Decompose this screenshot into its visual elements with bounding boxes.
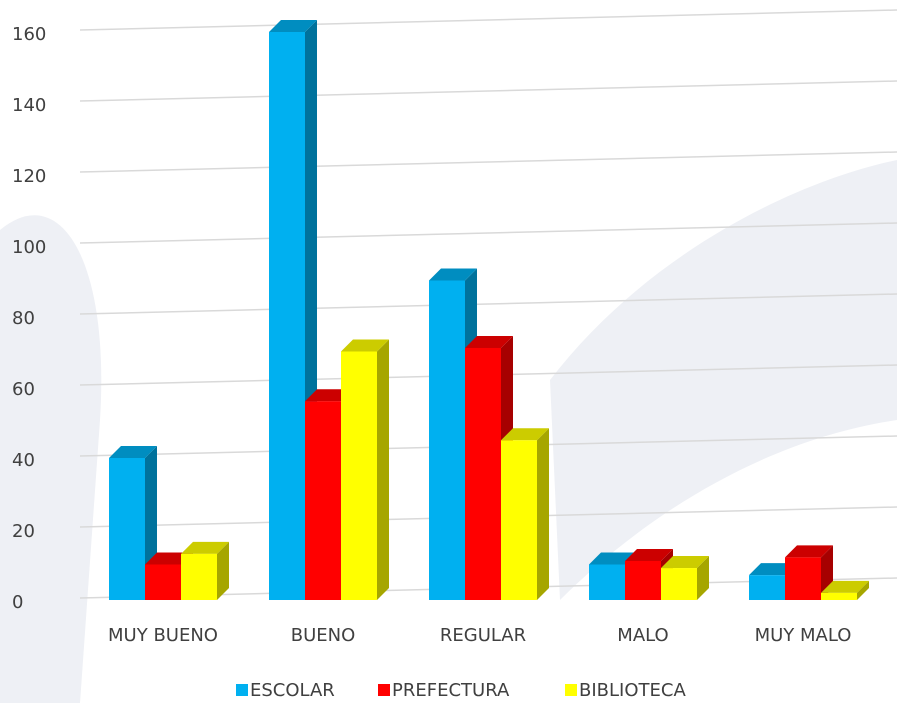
bar <box>749 575 785 600</box>
bar <box>109 458 145 600</box>
bar <box>269 32 305 600</box>
y-tick-label: 140 <box>12 95 46 116</box>
bar-top <box>181 541 229 554</box>
grid-line <box>79 293 897 315</box>
bar-top <box>625 548 673 561</box>
y-tick-label: 40 <box>12 450 35 471</box>
x-tick-label: BUENO <box>291 625 356 646</box>
bar <box>305 401 341 600</box>
bar-top <box>109 446 157 458</box>
bar-side <box>217 541 229 600</box>
bar-top <box>341 339 389 352</box>
bar <box>145 564 181 600</box>
bar <box>429 280 465 600</box>
bar <box>589 564 625 600</box>
bar <box>821 592 857 600</box>
bar-top <box>269 20 317 32</box>
legend-label: ESCOLAR <box>250 680 335 701</box>
y-tick-label: 100 <box>12 237 46 258</box>
bar <box>625 560 661 600</box>
y-tick-label: 0 <box>12 592 23 613</box>
y-tick-label: 160 <box>12 24 46 45</box>
x-tick-label: MALO <box>617 625 668 646</box>
bar <box>181 553 217 600</box>
grid-line <box>79 9 897 31</box>
grid-line <box>79 151 897 173</box>
bar-side <box>857 580 869 600</box>
bar <box>465 347 501 600</box>
y-tick-label: 20 <box>12 521 35 542</box>
bar-side <box>377 339 389 600</box>
bar-top <box>821 580 869 593</box>
bar-top <box>785 545 833 558</box>
x-tick-label: MUY BUENO <box>108 625 218 646</box>
legend-swatch <box>565 684 577 696</box>
watermark <box>550 160 897 600</box>
grid-line <box>79 80 897 102</box>
y-tick-label: 120 <box>12 166 46 187</box>
x-tick-label: MUY MALO <box>755 625 852 646</box>
bar <box>661 568 697 600</box>
bar-top <box>465 335 513 348</box>
bar <box>785 557 821 600</box>
legend-label: PREFECTURA <box>392 680 510 701</box>
y-tick-label: 80 <box>12 308 35 329</box>
bar-top <box>429 268 477 281</box>
y-tick-label: 60 <box>12 379 35 400</box>
x-tick-label: REGULAR <box>440 625 526 646</box>
watermark <box>0 215 102 703</box>
bar <box>501 440 537 600</box>
bar-top <box>661 556 709 569</box>
legend-label: BIBLIOTECA <box>579 680 686 701</box>
grid-line <box>79 222 897 244</box>
bar-side <box>537 428 549 600</box>
bar-top <box>501 428 549 441</box>
legend-swatch <box>236 684 248 696</box>
bar <box>341 351 377 600</box>
legend-swatch <box>378 684 390 696</box>
bar-side <box>697 556 709 600</box>
